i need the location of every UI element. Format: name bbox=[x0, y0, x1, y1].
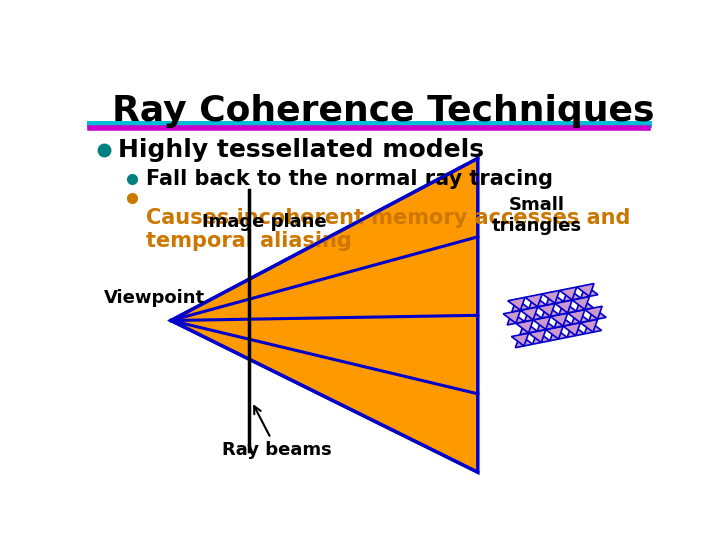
Polygon shape bbox=[572, 312, 589, 324]
Polygon shape bbox=[555, 300, 572, 313]
Polygon shape bbox=[511, 333, 528, 346]
Polygon shape bbox=[533, 332, 550, 344]
Polygon shape bbox=[534, 316, 550, 329]
Polygon shape bbox=[516, 320, 534, 333]
Polygon shape bbox=[171, 158, 478, 472]
Polygon shape bbox=[538, 303, 555, 316]
Polygon shape bbox=[581, 285, 598, 298]
Polygon shape bbox=[550, 328, 567, 341]
Polygon shape bbox=[542, 291, 559, 303]
Polygon shape bbox=[589, 308, 606, 321]
Text: Ray beams: Ray beams bbox=[222, 406, 332, 459]
Polygon shape bbox=[520, 322, 537, 335]
Polygon shape bbox=[564, 289, 581, 301]
Polygon shape bbox=[580, 319, 598, 332]
Polygon shape bbox=[563, 323, 580, 336]
Polygon shape bbox=[516, 335, 533, 348]
Polygon shape bbox=[546, 326, 563, 339]
Polygon shape bbox=[512, 299, 529, 312]
Polygon shape bbox=[585, 321, 602, 334]
Polygon shape bbox=[550, 313, 567, 326]
Polygon shape bbox=[554, 315, 572, 328]
Polygon shape bbox=[503, 310, 521, 323]
Text: Small
triangles: Small triangles bbox=[491, 196, 582, 234]
Polygon shape bbox=[541, 305, 559, 318]
Polygon shape bbox=[576, 298, 593, 311]
Text: Highly tessellated models: Highly tessellated models bbox=[118, 138, 484, 162]
Text: Ray Coherence Techniques: Ray Coherence Techniques bbox=[112, 94, 654, 128]
Polygon shape bbox=[521, 307, 538, 320]
Polygon shape bbox=[567, 325, 585, 338]
Polygon shape bbox=[525, 294, 542, 307]
Polygon shape bbox=[528, 329, 546, 342]
Polygon shape bbox=[537, 318, 554, 331]
Polygon shape bbox=[546, 292, 564, 305]
Polygon shape bbox=[577, 284, 594, 296]
Text: Causes incoherent memory accesses and
temporal aliasing: Causes incoherent memory accesses and te… bbox=[145, 208, 630, 252]
Text: Image plane: Image plane bbox=[202, 213, 326, 231]
Polygon shape bbox=[585, 306, 602, 319]
Polygon shape bbox=[567, 310, 585, 322]
Polygon shape bbox=[524, 309, 541, 321]
Polygon shape bbox=[508, 298, 525, 310]
Text: Viewpoint: Viewpoint bbox=[104, 289, 205, 307]
Polygon shape bbox=[529, 295, 546, 308]
Polygon shape bbox=[559, 302, 576, 315]
Polygon shape bbox=[559, 287, 577, 300]
Polygon shape bbox=[572, 296, 590, 309]
Polygon shape bbox=[507, 312, 524, 325]
Text: Fall back to the normal ray tracing: Fall back to the normal ray tracing bbox=[145, 169, 553, 189]
